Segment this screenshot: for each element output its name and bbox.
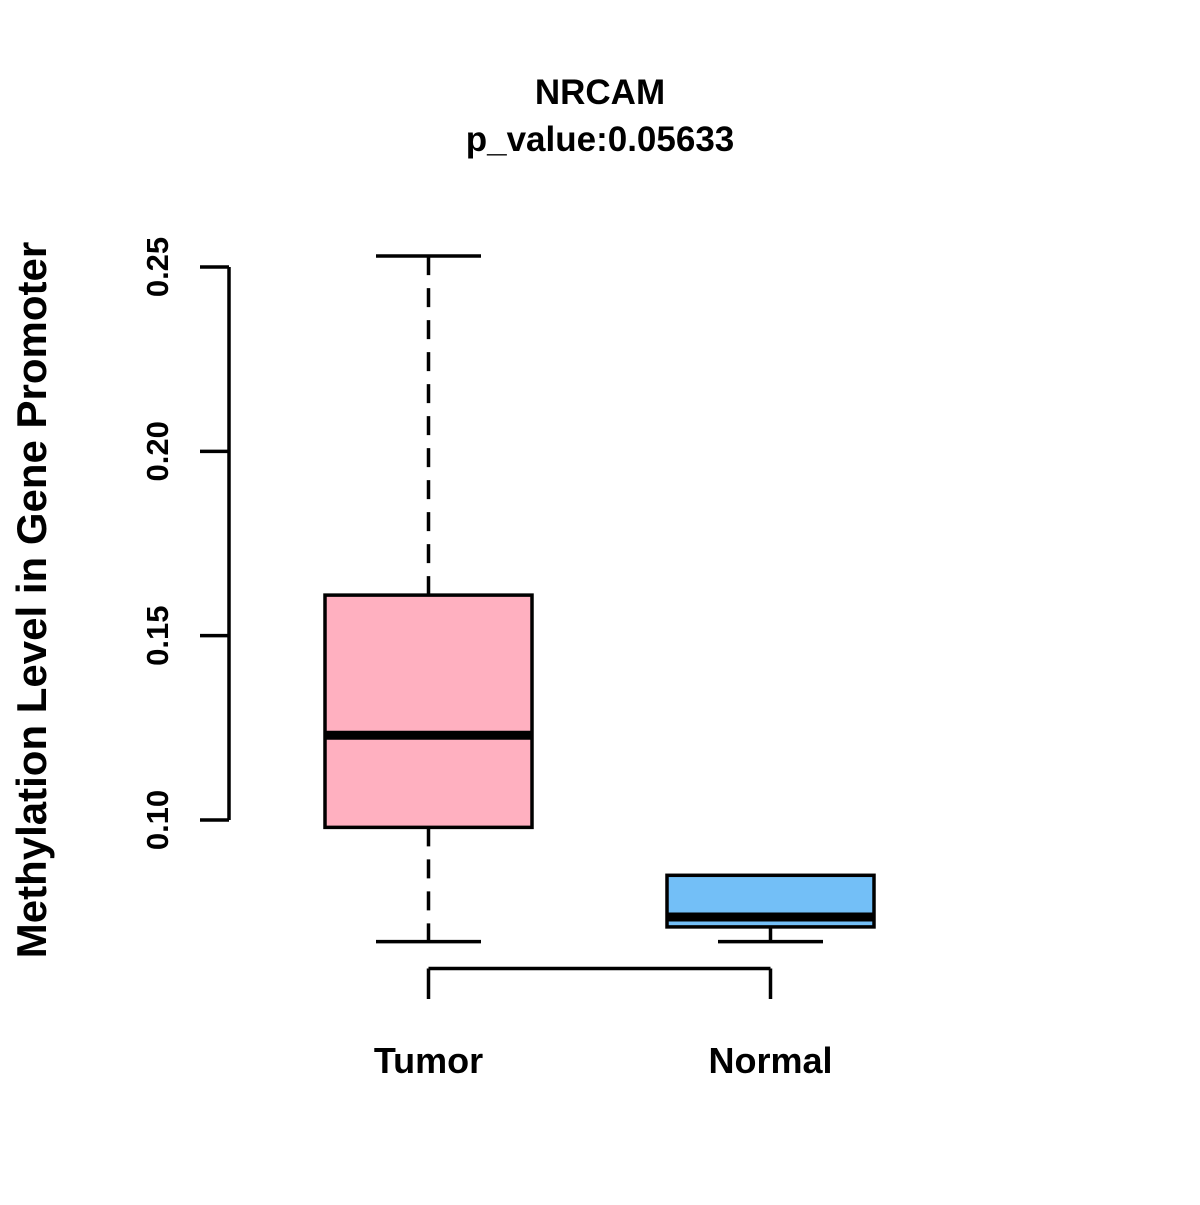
y-axis: 0.10 0.15 0.20 0.25 bbox=[140, 237, 231, 850]
y-tick-label: 0.25 bbox=[140, 237, 175, 297]
box-group-tumor bbox=[323, 254, 534, 944]
y-tick-label: 0.20 bbox=[140, 421, 175, 481]
boxplot-series bbox=[323, 254, 876, 944]
x-group-label: Tumor bbox=[374, 1040, 483, 1081]
chart-subtitle: p_value:0.05633 bbox=[466, 120, 735, 159]
iqr-box bbox=[323, 593, 534, 830]
box-group-normal bbox=[665, 873, 876, 944]
y-tick-label: 0.15 bbox=[140, 605, 175, 665]
x-axis: Tumor Normal bbox=[374, 966, 833, 1081]
x-group-label: Normal bbox=[708, 1040, 832, 1081]
chart-title: NRCAM bbox=[535, 73, 665, 112]
y-tick-label: 0.10 bbox=[140, 790, 175, 850]
y-axis-label: Methylation Level in Gene Promoter bbox=[8, 242, 55, 958]
